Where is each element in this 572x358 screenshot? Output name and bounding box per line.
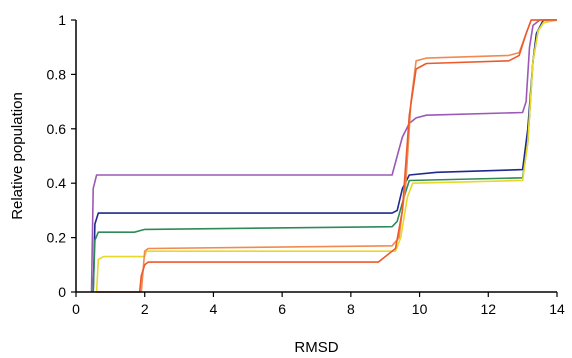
y-tick-label: 0.8 xyxy=(47,66,67,82)
y-tick-label: 0.2 xyxy=(47,230,67,246)
axes xyxy=(75,20,557,293)
x-tick-label: 6 xyxy=(278,301,286,317)
series-line-6 xyxy=(96,19,557,293)
x-axis-title: RMSD xyxy=(294,339,338,356)
x-tick-label: 2 xyxy=(141,301,149,317)
y-axis-title: Relative population xyxy=(9,92,26,220)
y-axis-ticks: 0 0.2 0.4 0.6 0.8 1 xyxy=(47,12,76,300)
series-line-1 xyxy=(90,19,557,293)
y-tick-label: 0 xyxy=(58,284,66,300)
y-tick-label: 0.4 xyxy=(47,175,67,191)
x-axis-ticks: 0 2 4 6 8 10 12 14 xyxy=(72,292,565,317)
x-tick-label: 10 xyxy=(412,301,428,317)
y-tick-label: 0.6 xyxy=(47,121,67,137)
series-line-4 xyxy=(95,19,558,293)
x-tick-label: 14 xyxy=(549,301,565,317)
x-tick-label: 12 xyxy=(480,301,496,317)
x-tick-label: 4 xyxy=(210,301,218,317)
series-lines xyxy=(90,19,558,293)
x-tick-label: 0 xyxy=(72,301,80,317)
y-tick-label: 1 xyxy=(58,12,66,28)
x-tick-label: 8 xyxy=(347,301,355,317)
series-line-2 xyxy=(92,19,557,293)
